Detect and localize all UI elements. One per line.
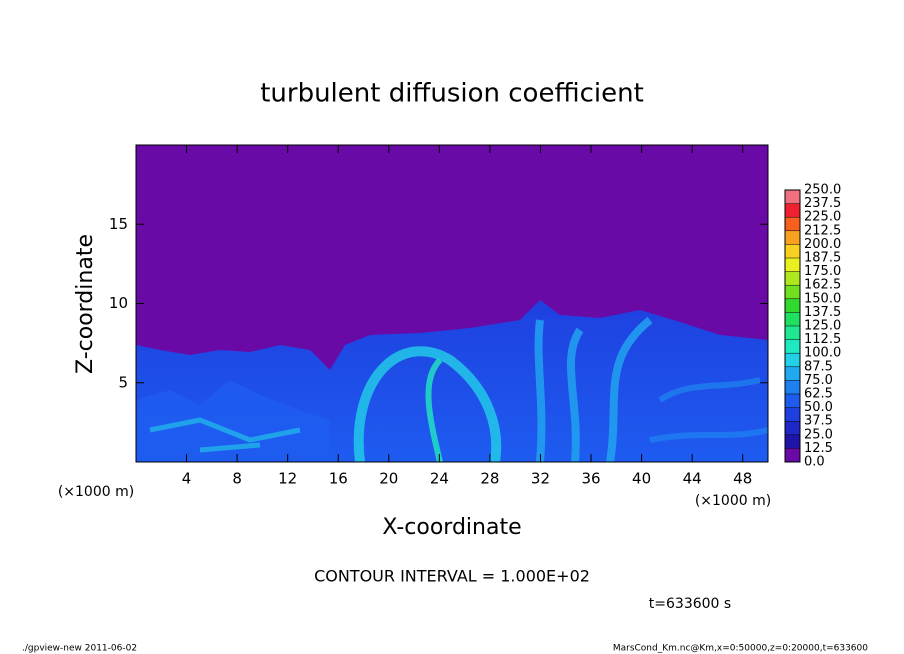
field <box>136 145 769 463</box>
colorbar-segment <box>785 258 800 272</box>
colorbar-label: 137.5 <box>804 305 841 320</box>
colorbar-segment <box>785 230 800 245</box>
colorbar-segment <box>785 271 800 286</box>
colorbar-label: 37.5 <box>804 414 833 429</box>
colorbar-label: 62.5 <box>804 387 833 402</box>
colorbar-segment <box>785 421 800 435</box>
x-unit: (×1000 m) <box>58 484 134 500</box>
colorbar-label: 125.0 <box>804 319 841 334</box>
colorbar-segment <box>785 203 800 218</box>
y-axis-label: Z-coordinate <box>73 234 98 374</box>
x-tick-label: 24 <box>430 470 449 488</box>
colorbar-segment <box>785 298 800 313</box>
x-unit: (×1000 m) <box>695 493 771 509</box>
colorbar-label: 225.0 <box>804 210 841 225</box>
footer: MarsCond_Km.nc@Km,x=0:50000,z=0:20000,t=… <box>613 644 868 654</box>
colorbar-label: 50.0 <box>804 400 833 415</box>
colorbar-label: 237.5 <box>804 196 841 211</box>
colorbar-segment <box>785 339 800 354</box>
y-tick-label: 15 <box>109 215 128 233</box>
colorbar-label: 200.0 <box>804 237 841 252</box>
colorbar-segment <box>785 190 800 204</box>
colorbar-label: 212.5 <box>804 223 841 238</box>
colorbar-label: 87.5 <box>804 359 833 374</box>
y-tick-label: 10 <box>109 294 128 312</box>
colorbar-segment <box>785 217 800 231</box>
x-tick-label: 20 <box>379 470 398 488</box>
colorbar-segment <box>785 380 800 394</box>
time-label: t=633600 s <box>649 596 731 612</box>
colorbar-segment <box>785 312 800 326</box>
chart-title: turbulent diffusion coefficient <box>260 79 644 109</box>
colorbar-label: 75.0 <box>804 373 833 388</box>
colorbar-label: 100.0 <box>804 346 841 361</box>
x-tick-label: 36 <box>581 470 600 488</box>
x-tick-label: 12 <box>278 470 297 488</box>
colorbar-segment <box>785 366 800 381</box>
colorbar-label: 25.0 <box>804 427 833 442</box>
colorbar-label: 0.0 <box>804 455 825 470</box>
footer: ./gpview-new 2011-06-02 <box>22 644 137 654</box>
colorbar-label: 112.5 <box>804 332 841 347</box>
x-tick-label: 16 <box>329 470 348 488</box>
y-tick-label: 5 <box>118 373 128 391</box>
colorbar-segment <box>785 244 800 258</box>
colorbar-segment <box>785 285 800 299</box>
colorbar-label: 175.0 <box>804 264 841 279</box>
colorbar-label: 150.0 <box>804 291 841 306</box>
x-tick-label: 32 <box>531 470 550 488</box>
colorbar-segment <box>785 326 800 340</box>
colorbar-segment <box>785 407 800 422</box>
x-tick-label: 40 <box>632 470 651 488</box>
contour-interval: CONTOUR INTERVAL = 1.000E+02 <box>314 567 590 586</box>
colorbar-label: 250.0 <box>804 183 841 198</box>
x-axis-label: X-coordinate <box>382 515 521 540</box>
colorbar-segment <box>785 353 800 367</box>
x-tick-label: 48 <box>733 470 752 488</box>
x-tick-label: 8 <box>232 470 242 488</box>
colorbar-label: 162.5 <box>804 278 841 293</box>
colorbar-segment <box>785 448 800 462</box>
colorbar-segment <box>785 434 800 449</box>
x-tick-label: 28 <box>480 470 499 488</box>
colorbar-label: 187.5 <box>804 251 841 266</box>
colorbar-segment <box>785 394 800 408</box>
x-tick-label: 4 <box>182 470 192 488</box>
x-tick-label: 44 <box>683 470 702 488</box>
colorbar-label: 12.5 <box>804 441 833 456</box>
